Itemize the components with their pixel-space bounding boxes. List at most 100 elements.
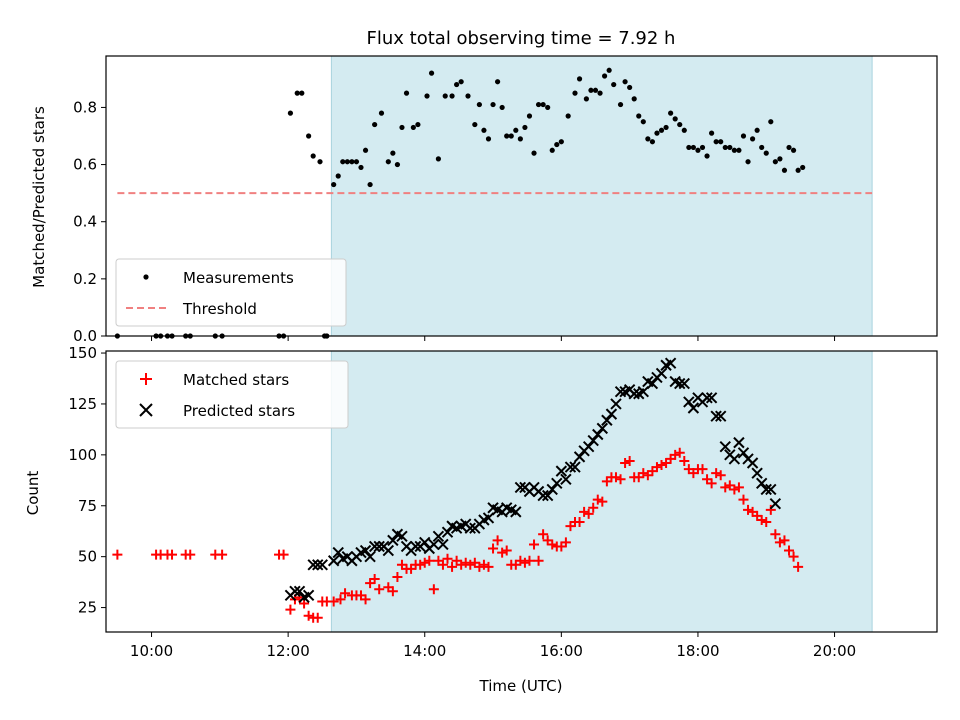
measurement-point — [349, 159, 355, 165]
x-tick-label: 20:00 — [813, 642, 856, 660]
matched-star-marker — [374, 584, 385, 595]
top-y-axis-label: Matched/Predicted stars — [30, 106, 48, 288]
measurement-point — [526, 113, 533, 119]
predicted-star-marker — [728, 453, 741, 465]
measurement-point — [540, 101, 546, 108]
matched-star-marker — [733, 482, 744, 493]
predicted-star-marker — [307, 559, 319, 571]
measurement-point — [367, 181, 373, 188]
matched-star-marker — [340, 588, 351, 599]
measurement-point — [592, 87, 599, 93]
matched-star-marker — [112, 549, 123, 560]
matched-star-marker — [784, 545, 795, 556]
measurement-point — [763, 150, 769, 156]
predicted-star-marker — [396, 530, 408, 543]
measurement-point — [576, 76, 583, 82]
predicted-star-marker — [428, 538, 440, 551]
measurement-point — [795, 167, 801, 173]
series-predicted-stars — [284, 357, 782, 604]
predicted-star-marker — [382, 544, 395, 557]
matched-star-marker — [620, 457, 631, 468]
predicted-star-marker — [482, 512, 495, 524]
predicted-star-marker — [437, 538, 449, 551]
legend-label: Matched stars — [183, 371, 289, 389]
matched-star-marker — [501, 545, 512, 556]
y-tick-label: 0.2 — [73, 270, 97, 288]
measurement-point — [686, 144, 692, 151]
x-tick-label: 12:00 — [267, 642, 310, 660]
y-tick-label: 75 — [78, 497, 97, 515]
matched-star-marker — [615, 474, 626, 485]
measurement-point — [508, 133, 514, 139]
predicted-star-marker — [737, 447, 750, 459]
measurement-point — [636, 113, 642, 119]
predicted-star-marker — [359, 544, 372, 557]
measurement-point — [454, 81, 460, 88]
predicted-star-marker — [760, 483, 772, 496]
measurement-point — [306, 133, 312, 139]
predicted-star-marker — [719, 440, 731, 453]
measurement-point — [517, 136, 523, 142]
matched-star-marker — [651, 462, 662, 473]
measurement-point — [317, 159, 323, 165]
measurement-point — [472, 121, 478, 128]
predicted-star-marker — [655, 367, 668, 380]
measurement-point — [649, 139, 656, 145]
predicted-star-marker — [573, 451, 586, 463]
measurement-point — [428, 70, 435, 76]
matched-star-marker — [715, 470, 726, 481]
legend: Measurements Threshold — [115, 258, 347, 327]
measurement-point — [353, 159, 360, 165]
predicted-star-marker — [596, 422, 609, 435]
predicted-star-marker — [541, 489, 554, 502]
measurement-point — [759, 144, 765, 151]
measurement-point — [481, 127, 487, 133]
legend: Matched stars Predicted stars — [115, 360, 349, 429]
measurement-point — [768, 119, 774, 125]
matched-star-marker — [756, 515, 767, 526]
predicted-star-marker — [592, 428, 604, 441]
matched-star-marker — [583, 508, 594, 519]
measurement-point — [786, 144, 792, 151]
measurement-point — [627, 84, 633, 91]
measurement-point — [754, 127, 760, 133]
x-axis-label: Time (UTC) — [479, 677, 563, 695]
measurement-point — [504, 133, 510, 139]
measurement-point — [749, 136, 756, 142]
measurement-point — [385, 159, 391, 165]
measurement-point — [777, 156, 783, 162]
matched-star-marker — [456, 559, 467, 570]
matched-star-marker — [428, 584, 439, 595]
matched-star-marker — [533, 555, 544, 566]
y-tick-label: 50 — [78, 548, 97, 566]
predicted-star-marker — [387, 534, 399, 547]
matched-star-marker — [638, 468, 649, 479]
measurement-point — [690, 144, 696, 151]
matched-star-marker — [497, 547, 508, 558]
measurement-point — [658, 127, 665, 133]
matched-star-marker — [335, 594, 346, 605]
measurement-point — [554, 141, 560, 148]
matched-star-marker — [303, 610, 314, 621]
predicted-star-marker — [751, 467, 763, 479]
matched-star-marker — [185, 549, 196, 560]
predicted-star-marker — [514, 481, 527, 494]
predicted-star-marker — [755, 477, 768, 490]
matched-star-marker — [492, 535, 503, 546]
measurement-point — [790, 147, 797, 153]
matched-star-marker — [656, 460, 667, 471]
measurement-point — [677, 121, 683, 128]
measurement-point — [394, 161, 401, 168]
measurement-point — [531, 150, 537, 156]
measurement-point — [476, 101, 482, 108]
matched-star-marker — [697, 464, 708, 475]
measurement-point — [781, 167, 788, 173]
predicted-star-marker — [569, 461, 581, 473]
legend-marker-matched — [140, 373, 152, 385]
predicted-star-marker — [587, 434, 599, 447]
matched-star-marker — [538, 529, 549, 540]
matched-star-marker — [488, 543, 499, 554]
matched-star-marker — [761, 517, 772, 528]
matched-star-marker — [579, 506, 590, 517]
